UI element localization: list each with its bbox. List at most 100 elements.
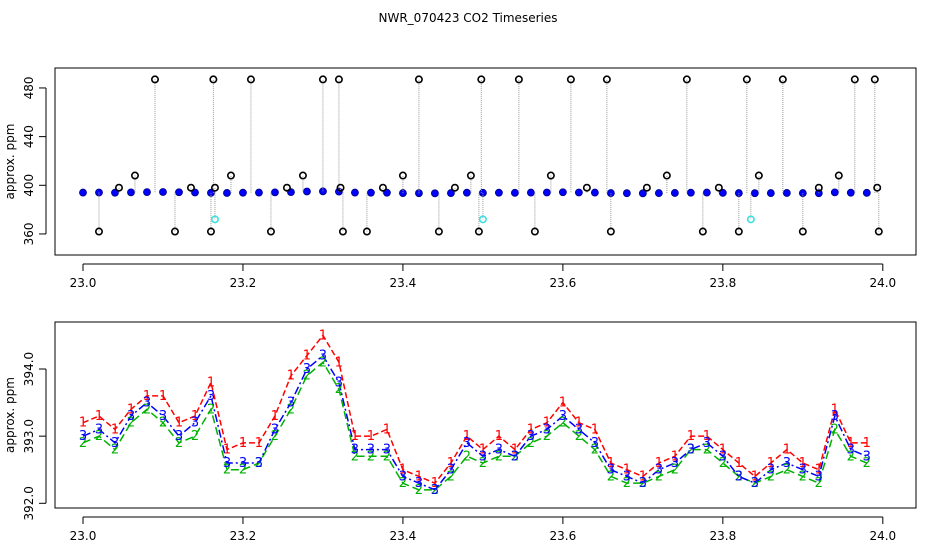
point-symbol: 2 [655,469,663,484]
y-tick-label: 480 [22,77,36,100]
point-symbol: 1 [255,436,263,451]
data-point [398,171,407,180]
data-point [686,188,695,197]
point-symbol: 3 [399,469,407,484]
x-tick-label: 23.8 [709,276,736,290]
point-symbol: 2 [399,476,407,491]
point-symbol: 2 [863,456,871,471]
point-symbol: 1 [319,328,327,343]
data-point [778,75,787,84]
data-point [334,75,343,84]
x-tick-label: 23.6 [550,529,577,540]
point-symbol: 3 [383,443,391,458]
data-point [318,75,327,84]
point-symbol: 3 [767,463,775,478]
point-symbol: 1 [527,422,535,437]
point-symbol: 2 [767,469,775,484]
data-point [170,227,179,236]
data-point [431,189,439,198]
point-symbol: 2 [223,463,231,478]
data-point [271,188,279,197]
point-symbol: 1 [735,456,743,471]
data-point [282,183,291,192]
y-tick-label: 400 [22,174,36,197]
point-symbol: 1 [415,469,423,484]
data-point [702,188,711,197]
point-symbol: 3 [143,396,151,411]
data-point [526,188,535,197]
data-point [143,188,151,196]
point-symbol: 3 [543,422,551,437]
point-symbol: 1 [239,436,247,451]
x-tick-label: 23.2 [230,276,257,290]
data-point [862,188,871,197]
point-symbol: 3 [479,449,487,464]
data-point [566,75,575,84]
point-symbol: 2 [255,456,263,471]
point-symbol: 2 [735,469,743,484]
point-symbol: 1 [335,355,343,370]
point-symbol: 3 [79,429,87,444]
data-point [474,227,483,236]
point-symbol: 2 [687,443,695,458]
data-point [750,189,759,198]
data-point [782,189,791,197]
point-symbol: 2 [751,476,759,491]
point-symbol: 1 [159,389,167,404]
point-symbol: 3 [463,436,471,451]
point-symbol: 3 [847,443,855,458]
point-symbol: 3 [559,409,567,424]
point-symbol: 1 [495,429,503,444]
point-symbol: 1 [191,409,199,424]
data-point [590,188,599,197]
data-point [477,75,486,84]
point-symbol: 2 [815,476,823,491]
point-symbol: 3 [319,349,327,364]
point-symbol: 2 [447,469,455,484]
point-symbol: 2 [511,449,519,464]
point-symbol: 1 [847,436,855,451]
data-point [742,75,751,84]
point-symbol: 1 [799,456,807,471]
data-point [186,183,195,192]
point-symbol: 2 [79,436,87,451]
point-symbol: 1 [111,422,119,437]
data-point [209,75,218,84]
data-point [814,183,823,192]
y-tick-label: 440 [22,125,36,148]
data-point [351,188,359,197]
point-symbol: 3 [159,409,167,424]
x-tick-label: 23.6 [550,276,577,290]
point-symbol: 1 [447,456,455,471]
point-symbol: 1 [751,469,759,484]
point-symbol: 1 [287,369,295,384]
point-symbol: 2 [495,449,503,464]
point-symbol: 2 [783,463,791,478]
point-symbol: 2 [111,443,119,458]
point-symbol: 3 [495,443,503,458]
data-point [510,188,519,197]
point-symbol: 2 [479,456,487,471]
data-point [336,183,345,192]
data-point [159,188,167,196]
point-symbol: 2 [831,422,839,437]
point-symbol: 3 [335,375,343,390]
point-symbol: 2 [575,429,583,444]
point-symbol: 3 [527,429,535,444]
plot-frame [54,67,917,256]
data-point [114,183,123,192]
point-symbol: 2 [463,449,471,464]
point-symbol: 3 [239,456,247,471]
point-symbol: 2 [639,476,647,491]
point-symbol: 2 [287,402,295,417]
point-symbol: 3 [719,449,727,464]
point-symbol: 3 [303,362,311,377]
point-symbol: 3 [607,463,615,478]
x-tick-label: 24.0 [869,529,896,540]
data-point [606,227,615,236]
point-symbol: 3 [655,463,663,478]
data-point [850,75,859,84]
point-symbol: 1 [431,476,439,491]
point-symbol: 3 [863,449,871,464]
point-symbol: 1 [703,429,711,444]
